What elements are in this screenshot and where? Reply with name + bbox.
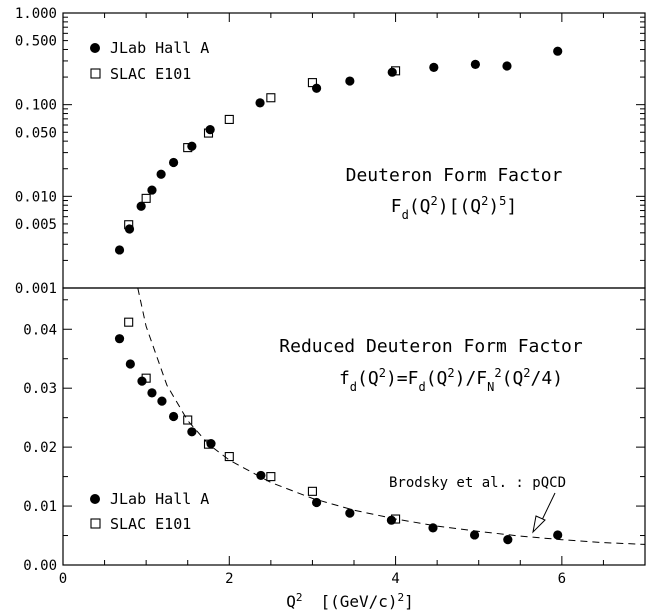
legend-marker-slac-top bbox=[90, 68, 101, 79]
top-slac-point bbox=[124, 220, 134, 230]
x-tick-label: 2 bbox=[225, 571, 233, 587]
pqcd-curve-line bbox=[137, 287, 646, 545]
top-jlab-point bbox=[311, 83, 322, 93]
top-y-tick-label: 0.050 bbox=[15, 125, 57, 141]
top-slac-point bbox=[266, 93, 276, 103]
top-slac-point bbox=[141, 193, 151, 203]
bottom-jlab-point bbox=[553, 530, 563, 540]
x-tick-label: 0 bbox=[59, 571, 67, 587]
bottom-jlab-point bbox=[503, 535, 513, 545]
bottom-title-line1: Reduced Deuteron Form Factor bbox=[279, 336, 583, 357]
top-jlab-point bbox=[168, 157, 179, 168]
legend-label-slac-bottom: SLAC E101 bbox=[110, 515, 191, 533]
bottom-y-tick-label: 0.02 bbox=[23, 440, 57, 456]
bottom-jlab-point bbox=[187, 427, 197, 437]
bottom-jlab-point bbox=[311, 497, 322, 508]
bottom-slac-point bbox=[224, 452, 234, 462]
top-data-marks bbox=[114, 46, 563, 255]
top-jlab-point bbox=[429, 62, 439, 73]
top-y-tick-label: 0.100 bbox=[15, 98, 57, 114]
annotation-arrow-head bbox=[532, 515, 546, 534]
legend-marker-jlab-bottom bbox=[90, 494, 100, 504]
top-title-line1: Deuteron Form Factor bbox=[346, 165, 563, 186]
top-jlab-point bbox=[553, 46, 563, 56]
bottom-jlab-point bbox=[114, 334, 125, 344]
x-tick-label: 4 bbox=[391, 571, 399, 587]
bottom-jlab-point bbox=[469, 530, 480, 540]
pqcd-annotation: Brodsky et al. : pQCD bbox=[389, 475, 566, 491]
bottom-jlab-point bbox=[125, 359, 135, 369]
top-y-tick-label: 0.001 bbox=[15, 281, 57, 297]
top-jlab-point bbox=[470, 59, 480, 69]
top-jlab-point bbox=[502, 61, 512, 71]
top-jlab-point bbox=[255, 98, 265, 108]
top-slac-point bbox=[203, 128, 214, 138]
bottom-legend: JLab Hall A SLAC E101 bbox=[90, 490, 209, 533]
top-jlab-point bbox=[147, 185, 157, 195]
top-jlab-point bbox=[114, 245, 125, 255]
top-y-tick-label: 0.500 bbox=[15, 34, 57, 50]
bottom-slac-point bbox=[203, 439, 214, 449]
annotation-arrow-shaft bbox=[541, 492, 556, 521]
top-jlab-point bbox=[136, 201, 146, 211]
legend-label-jlab-top: JLab Hall A bbox=[110, 39, 209, 57]
x-axis-title: Q2 [(GeV/c)2] bbox=[286, 591, 414, 612]
bottom-jlab-point bbox=[256, 470, 266, 481]
bottom-jlab-point bbox=[206, 438, 216, 449]
top-legend: JLab Hall A SLAC E101 bbox=[90, 39, 209, 83]
bottom-slac-point bbox=[141, 373, 151, 383]
bottom-jlab-point bbox=[157, 396, 167, 406]
legend-label-slac-top: SLAC E101 bbox=[110, 65, 191, 83]
legend-marker-jlab-top bbox=[90, 43, 100, 53]
bottom-jlab-point bbox=[168, 411, 179, 422]
top-jlab-point bbox=[156, 169, 166, 179]
bottom-slac-point bbox=[391, 514, 401, 524]
pqcd-curve bbox=[137, 287, 646, 545]
x-tick-label: 6 bbox=[558, 571, 566, 587]
bottom-y-tick-label: 0.04 bbox=[23, 322, 57, 338]
top-title-line2: Fd(Q2)[(Q2)5] bbox=[391, 194, 518, 222]
bottom-y-tick-label: 0.00 bbox=[23, 558, 57, 574]
bottom-slac-point bbox=[266, 472, 276, 482]
bottom-slac-point bbox=[124, 317, 134, 327]
bottom-title-line2: fd(Q2)=Fd(Q2)/FN2(Q2/4) bbox=[339, 366, 563, 394]
bottom-axis-ticks: 0.00 0.01 0.02 0.03 0.04 0 2 4 6 bbox=[23, 299, 646, 587]
top-slac-point bbox=[307, 78, 317, 88]
top-slac-point bbox=[183, 143, 193, 153]
top-jlab-point bbox=[345, 76, 355, 86]
top-jlab-point bbox=[387, 67, 397, 77]
bottom-slac-point bbox=[307, 486, 317, 496]
top-y-tick-label: 0.010 bbox=[15, 189, 57, 205]
bottom-y-tick-label: 0.03 bbox=[23, 381, 57, 397]
bottom-data-marks bbox=[114, 317, 563, 545]
top-y-tick-label: 1.000 bbox=[15, 6, 57, 22]
bottom-y-tick-label: 0.01 bbox=[23, 499, 57, 515]
top-axis-ticks: 1.000 0.500 0.100 0.050 0.010 0.005 0.001 bbox=[15, 6, 646, 297]
top-y-tick-label: 0.005 bbox=[15, 217, 57, 233]
bottom-slac-point bbox=[183, 415, 193, 425]
top-jlab-point bbox=[205, 125, 215, 135]
legend-label-jlab-bottom: JLab Hall A bbox=[110, 490, 209, 508]
bottom-jlab-point bbox=[147, 388, 157, 398]
bottom-jlab-point bbox=[345, 508, 355, 518]
top-slac-point bbox=[224, 114, 234, 124]
bottom-jlab-point bbox=[428, 523, 438, 533]
top-slac-point bbox=[391, 66, 401, 76]
legend-marker-slac-bottom bbox=[90, 518, 101, 529]
